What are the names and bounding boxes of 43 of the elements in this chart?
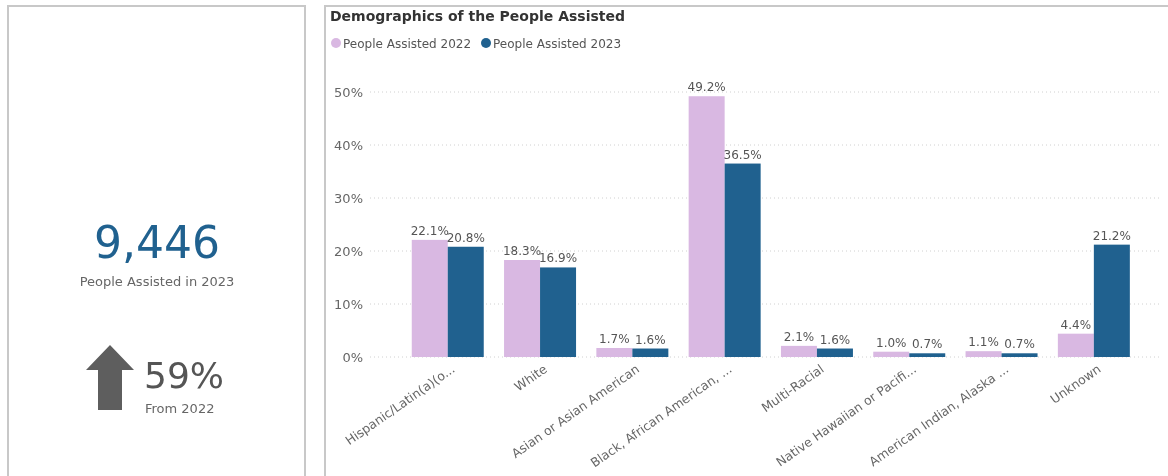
y-tick-label: 20%: [334, 244, 363, 259]
bar: [411, 239, 448, 357]
data-label: 1.6%: [635, 332, 666, 347]
bar: [724, 163, 761, 357]
bar: [632, 348, 669, 357]
text: 9,446: [94, 217, 220, 268]
bar: [965, 351, 1002, 357]
data-label: 36.5%: [723, 147, 762, 162]
chart-title: Demographics of the People Assisted: [330, 8, 626, 24]
data-label: 1.7%: [599, 331, 630, 346]
bar: [816, 348, 853, 357]
text: From 2022: [145, 401, 215, 416]
y-tick-label: 10%: [334, 297, 363, 312]
text: People Assisted in 2023: [79, 274, 235, 289]
data-label: 49.2%: [687, 80, 726, 95]
bar: [540, 267, 577, 357]
bar: [504, 260, 541, 357]
data-label: 18.3%: [502, 244, 542, 259]
data-label: 0.7%: [1004, 337, 1035, 352]
bar: [447, 246, 484, 357]
y-tick-label: 40%: [334, 138, 363, 153]
data-label: 4.4%: [1060, 317, 1092, 332]
bar: [1001, 353, 1038, 357]
bar: [909, 353, 946, 357]
data-label: 1.0%: [876, 335, 907, 350]
y-tick-label: 30%: [334, 191, 363, 206]
bar: [873, 351, 910, 357]
legend-label: People Assisted 2023: [493, 36, 622, 51]
legend-label: People Assisted 2022: [343, 36, 472, 51]
bar: [780, 345, 817, 357]
data-label: 0.7%: [912, 337, 943, 352]
bar: [1057, 333, 1094, 357]
bar: [688, 96, 725, 357]
data-label: 2.1%: [783, 329, 815, 344]
y-tick-label: 50%: [334, 85, 363, 100]
data-label: 22.1%: [410, 223, 449, 238]
text: 59%: [144, 355, 225, 396]
bar: [596, 347, 633, 357]
y-tick-label: 0%: [342, 350, 363, 365]
data-label: 1.1%: [968, 335, 999, 350]
data-label: 21.2%: [1092, 228, 1131, 243]
data-label: 1.6%: [819, 332, 851, 347]
bar: [1093, 244, 1130, 357]
